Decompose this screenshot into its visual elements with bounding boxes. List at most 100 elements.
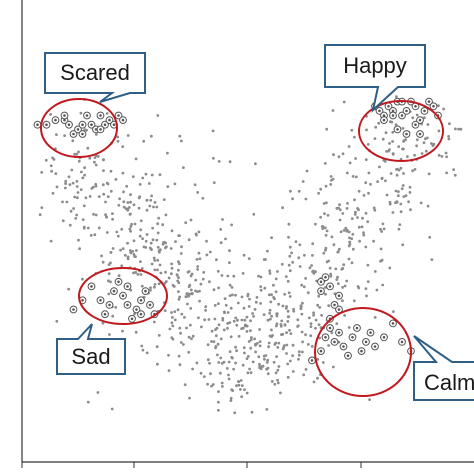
scatter-point xyxy=(388,202,392,206)
scared-label: Scared xyxy=(60,60,130,85)
scatter-point xyxy=(195,361,199,365)
scatter-point xyxy=(274,290,278,294)
scatter-point xyxy=(242,306,246,310)
scatter-point xyxy=(161,223,165,227)
scatter-point xyxy=(153,268,157,272)
scatter-point xyxy=(208,250,212,254)
scatter-point xyxy=(459,127,463,131)
scatter-point xyxy=(96,391,100,394)
calm-cluster-point xyxy=(330,338,339,346)
scatter-point xyxy=(236,318,239,322)
scatter-point xyxy=(324,233,328,237)
scatter-point xyxy=(144,172,148,176)
scatter-point xyxy=(322,251,326,255)
scatter-point xyxy=(101,321,105,325)
scatter-point xyxy=(150,134,153,138)
sad-callout-box xyxy=(56,323,126,375)
scatter-point xyxy=(332,365,335,369)
scatter-point xyxy=(245,330,249,333)
scatter-point xyxy=(277,365,281,368)
scatter-point xyxy=(394,189,398,193)
scatter-point xyxy=(365,294,368,298)
scatter-point xyxy=(187,335,191,339)
scatter-point xyxy=(320,225,324,228)
scatter-point xyxy=(351,247,355,251)
scared-cluster-point xyxy=(69,130,78,138)
scatter-point xyxy=(95,133,98,136)
scatter-point xyxy=(277,302,280,306)
scatter-point xyxy=(445,155,448,159)
scatter-point xyxy=(210,340,213,343)
scatter-point xyxy=(287,235,290,239)
scatter-point xyxy=(130,222,134,226)
scatter-point xyxy=(240,318,244,322)
scatter-point xyxy=(362,231,365,235)
scatter-point xyxy=(93,233,97,237)
scatter-point xyxy=(384,131,388,135)
scatter-point xyxy=(338,218,342,222)
calm-cluster-point xyxy=(371,342,379,351)
scatter-point xyxy=(229,399,233,402)
scatter-point xyxy=(89,234,93,237)
scatter-point xyxy=(258,362,261,366)
scatter-point xyxy=(206,358,210,362)
scatter-point xyxy=(373,316,377,319)
scatter-point xyxy=(258,344,262,348)
scatter-point xyxy=(142,139,146,143)
scatter-point xyxy=(254,350,257,354)
scatter-point xyxy=(212,181,216,185)
scatter-point xyxy=(164,270,167,274)
scatter-point xyxy=(377,121,381,125)
scatter-point xyxy=(342,100,346,104)
scatter-point xyxy=(445,171,448,175)
scatter-point xyxy=(342,263,346,267)
scatter-point xyxy=(288,328,291,332)
scatter-point xyxy=(176,308,180,312)
scatter-point xyxy=(123,253,127,257)
scatter-point xyxy=(139,228,143,232)
happy-cluster-point xyxy=(375,107,384,115)
scatter-point xyxy=(189,274,193,278)
scatter-point xyxy=(311,254,314,257)
scatter-point xyxy=(317,323,321,327)
scatter-point xyxy=(51,156,54,160)
scared-cluster-point xyxy=(74,125,82,134)
scatter-point xyxy=(170,272,173,276)
scatter-point xyxy=(361,216,364,220)
scatter-point xyxy=(291,370,295,373)
scatter-point xyxy=(309,325,313,328)
scatter-point xyxy=(452,168,455,172)
scatter-point xyxy=(170,266,174,270)
scatter-point xyxy=(201,196,205,200)
scatter-point xyxy=(198,257,202,261)
scatter-point xyxy=(227,377,231,381)
scatter-point xyxy=(178,326,182,330)
scatter-point xyxy=(221,385,224,388)
scatter-point xyxy=(270,328,273,332)
scatter-point xyxy=(364,287,368,290)
scatter-point xyxy=(234,316,238,320)
scatter-point xyxy=(279,391,282,395)
scatter-point xyxy=(213,304,217,307)
sad-cluster-point xyxy=(105,301,114,309)
scatter-point xyxy=(352,299,356,303)
scatter-point xyxy=(141,176,145,180)
scatter-point xyxy=(380,177,384,181)
scatter-point xyxy=(226,326,229,330)
scatter-point xyxy=(111,217,114,221)
scatter-point xyxy=(397,168,401,172)
scatter-point xyxy=(397,190,400,194)
scatter-point xyxy=(297,189,301,193)
scatter-point xyxy=(132,203,136,207)
happy-label: Happy xyxy=(343,53,407,78)
scatter-point xyxy=(275,312,278,316)
scared-cluster-point xyxy=(119,116,127,124)
calm-cluster-point xyxy=(344,351,352,360)
scatter-point xyxy=(150,248,153,252)
scatter-point xyxy=(229,396,233,400)
scatter-point xyxy=(68,223,72,227)
scatter-point xyxy=(360,225,364,229)
scatter-point xyxy=(303,253,306,257)
scatter-point xyxy=(226,322,230,325)
scatter-point xyxy=(157,216,161,220)
